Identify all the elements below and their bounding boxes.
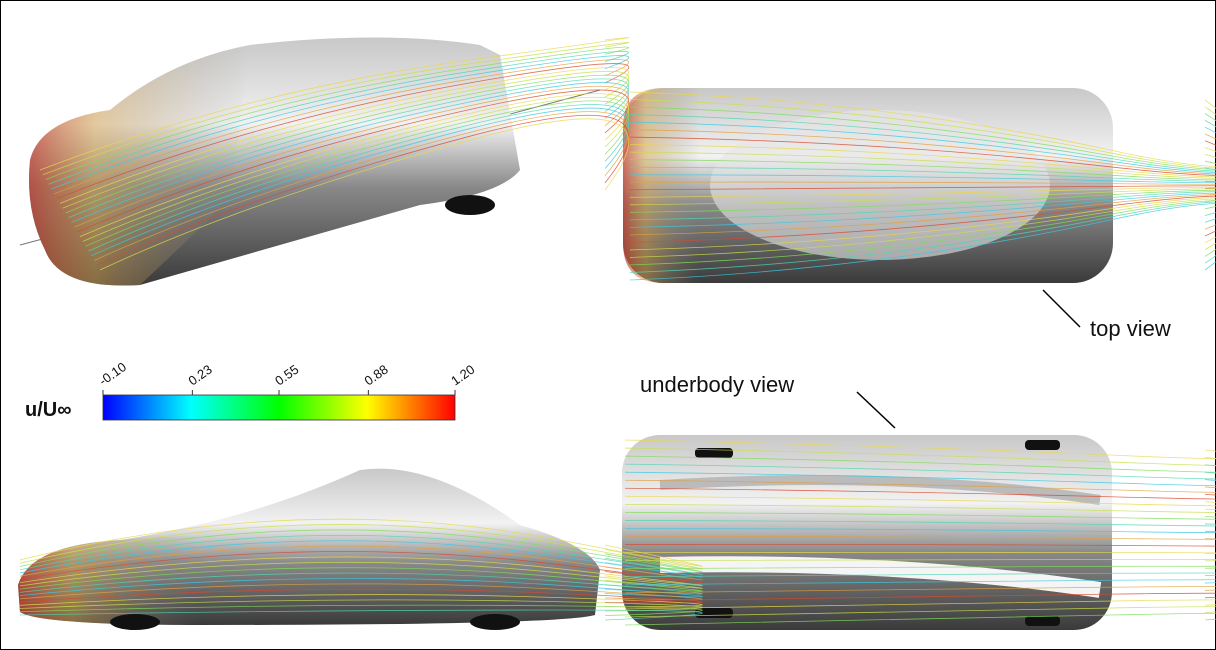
annotation: top view xyxy=(1090,316,1171,341)
colorbar-label: u/U∞ xyxy=(25,399,71,421)
colorbar xyxy=(103,395,455,420)
annotation: underbody view xyxy=(640,372,794,397)
top-view xyxy=(623,88,1113,283)
figure: top view underbody view u/U∞ -0.100.230.… xyxy=(0,0,1216,650)
